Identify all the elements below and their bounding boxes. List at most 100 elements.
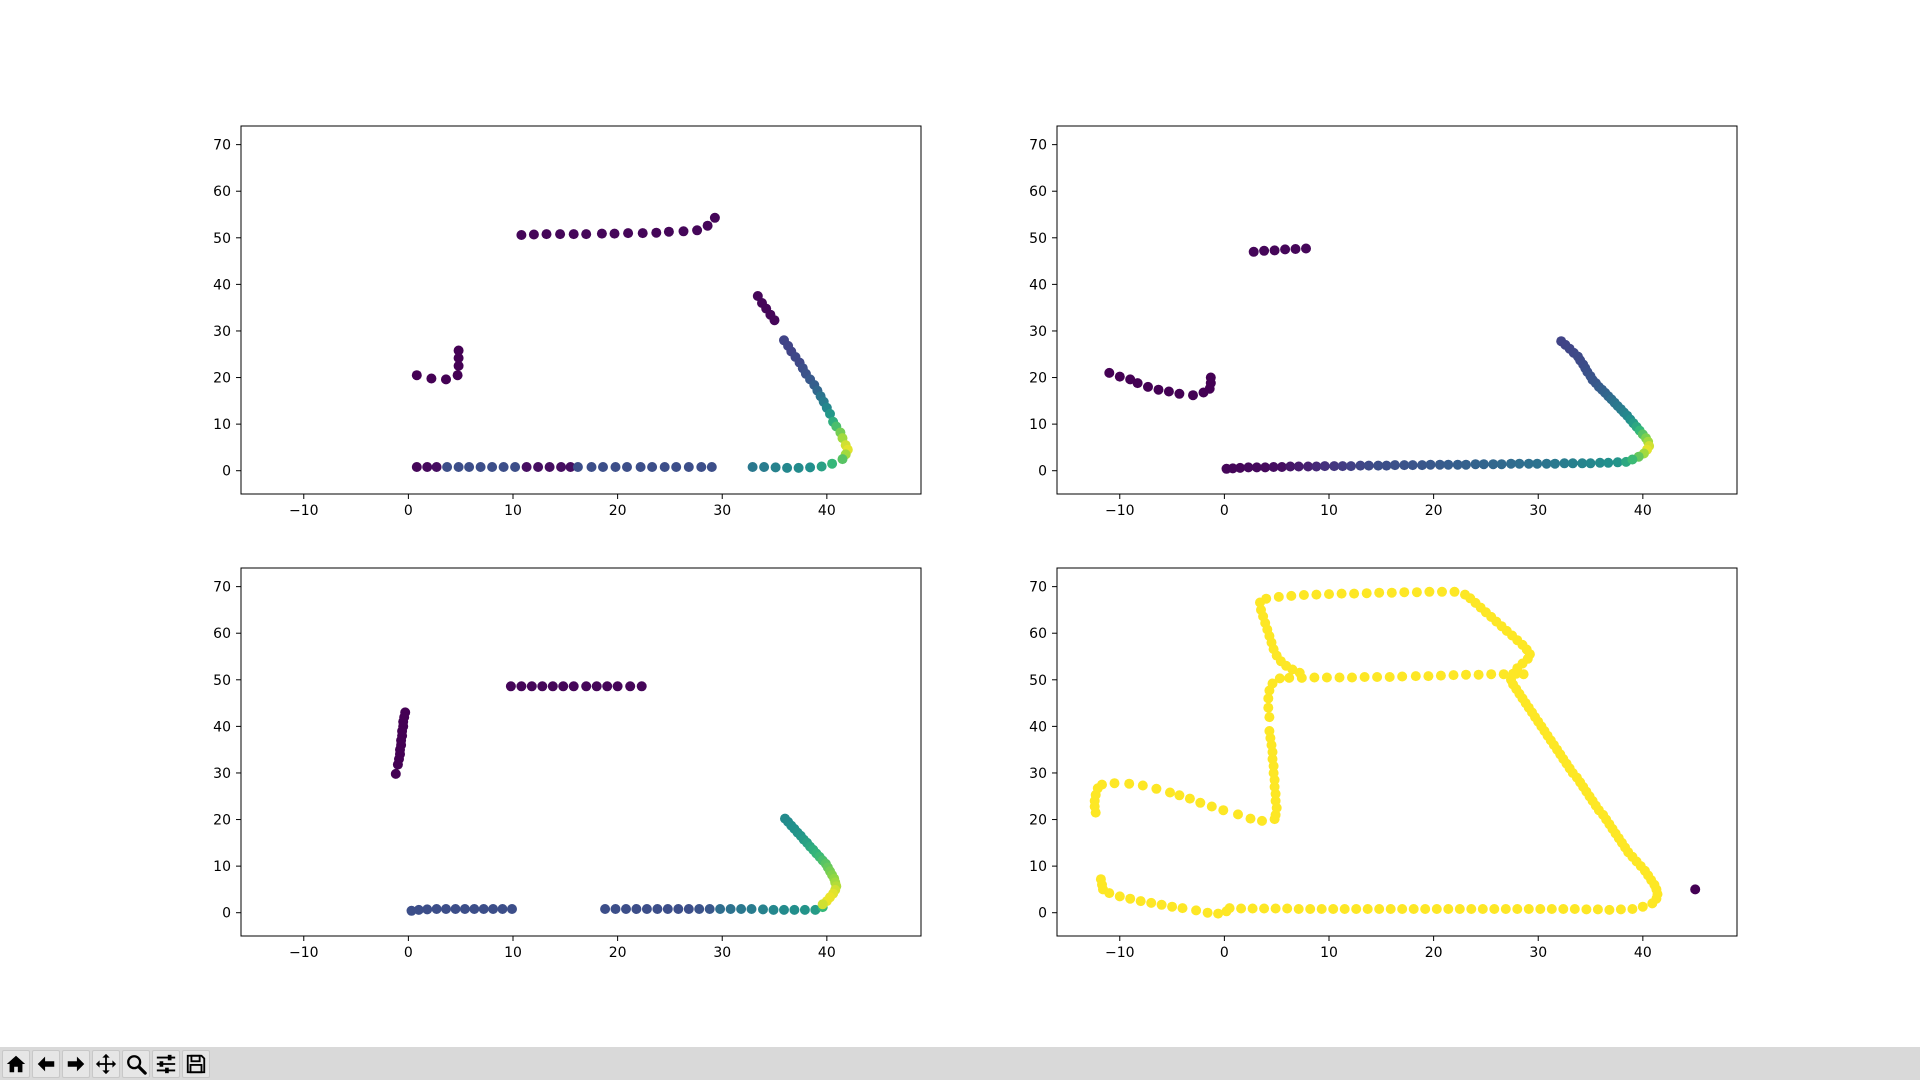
scatter-point	[696, 462, 707, 472]
y-tick-label: 0	[222, 464, 231, 480]
pan-button[interactable]	[92, 1049, 120, 1078]
zoom-button[interactable]	[122, 1049, 150, 1078]
y-tick-label: 70	[213, 580, 231, 596]
x-tick-label: 10	[504, 945, 522, 961]
scatter-point	[1577, 458, 1588, 469]
scatter-points	[1089, 586, 1701, 919]
scatter-point	[1319, 461, 1330, 472]
scatter-point	[1361, 588, 1372, 599]
scatter-point	[1349, 588, 1360, 599]
scatter-point	[452, 370, 463, 381]
home-button[interactable]	[2, 1049, 30, 1078]
scatter-point	[1143, 381, 1153, 392]
x-tick-label: 0	[404, 945, 413, 961]
scatter-point	[1269, 245, 1280, 256]
scatter-point	[1202, 907, 1213, 918]
back-button[interactable]	[32, 1049, 60, 1078]
scatter-point	[1282, 903, 1293, 914]
scatter-point	[1205, 372, 1216, 383]
scatter-point	[779, 904, 789, 915]
scatter-point	[1627, 454, 1638, 465]
scatter-point	[1156, 899, 1167, 910]
scatter-point	[1615, 904, 1626, 915]
scatter-point	[1500, 904, 1511, 914]
scatter-point	[702, 220, 713, 231]
scatter-point	[1257, 815, 1267, 826]
scatter-point	[837, 454, 848, 465]
scatter-point	[1448, 670, 1459, 681]
scatter-point	[769, 315, 780, 326]
y-tick-label: 60	[1029, 184, 1047, 200]
axes-frame	[240, 567, 922, 937]
scatter-point	[1569, 904, 1580, 914]
x-tick-label: 30	[713, 945, 731, 961]
scatter-point	[1337, 461, 1348, 472]
scatter-point	[659, 462, 670, 472]
scatter-point	[805, 462, 816, 473]
save-icon	[186, 1054, 206, 1073]
scatter-point	[1268, 768, 1279, 778]
scatter-point	[1407, 460, 1418, 471]
scatter-point	[1097, 779, 1107, 790]
forward-button[interactable]	[62, 1049, 90, 1078]
y-tick-label: 10	[213, 859, 231, 875]
scatter-point	[662, 904, 673, 914]
x-tick-label: 20	[609, 945, 627, 961]
subplot-bottom-left: −10 0 10 20 30 40 0 10 20 30 40 50 60 70	[213, 567, 922, 961]
x-tick-label: 30	[713, 503, 731, 519]
scatter-point	[1435, 670, 1446, 681]
scatter-point	[1627, 904, 1638, 914]
x-tick-label: 40	[1634, 503, 1652, 519]
scatter-point	[612, 681, 623, 692]
y-tick-label: 0	[222, 906, 231, 922]
y-tick-label: 50	[1029, 673, 1047, 689]
scatter-point	[641, 904, 652, 914]
scatter-point	[1311, 461, 1322, 472]
scatter-point	[555, 229, 566, 240]
home-icon	[6, 1055, 26, 1072]
scatter-point	[1373, 460, 1384, 471]
scatter-point	[487, 462, 498, 472]
scatter-point	[1461, 459, 1471, 470]
scatter-point	[671, 462, 682, 472]
scatter-point	[1336, 588, 1347, 599]
scatter-point	[1351, 904, 1362, 914]
scatter-point	[600, 904, 611, 914]
x-tick-label: 0	[404, 503, 413, 519]
scatter-point	[709, 212, 720, 223]
scatter-point	[568, 229, 579, 240]
scatter-point	[1153, 384, 1164, 395]
pan-icon	[95, 1053, 117, 1074]
scatter-point	[547, 681, 558, 692]
scatter-point	[1460, 589, 1470, 600]
scatter-point	[1294, 667, 1305, 678]
scatter-point	[1498, 669, 1509, 680]
scatter-point	[747, 462, 758, 472]
scatter-point	[1550, 458, 1560, 469]
scatter-point	[1424, 586, 1435, 597]
scatter-point	[596, 228, 607, 239]
scatter-point	[1264, 712, 1275, 723]
scatter-point	[537, 681, 548, 692]
save-button[interactable]	[182, 1049, 210, 1078]
scatter-point	[1177, 903, 1188, 914]
scatter-point	[422, 904, 433, 915]
y-tick-label: 60	[213, 184, 231, 200]
scatter-point	[1213, 908, 1224, 919]
scatter-point	[636, 681, 647, 692]
configure-subplots-button[interactable]	[152, 1049, 180, 1078]
configure-subplots-icon	[156, 1054, 176, 1073]
scatter-point	[1334, 672, 1345, 683]
scatter-point	[1267, 754, 1278, 764]
scatter-point	[488, 904, 499, 914]
scatter-point	[1268, 462, 1279, 472]
scatter-point	[464, 462, 475, 472]
scatter-point	[1293, 904, 1304, 914]
scatter-point	[1532, 458, 1543, 469]
scatter-point	[1255, 597, 1265, 608]
scatter-point	[1151, 783, 1162, 794]
y-tick-label: 70	[213, 138, 231, 154]
scatter-point	[1443, 459, 1454, 470]
scatter-point	[1218, 805, 1229, 816]
scatter-point	[1431, 904, 1442, 914]
